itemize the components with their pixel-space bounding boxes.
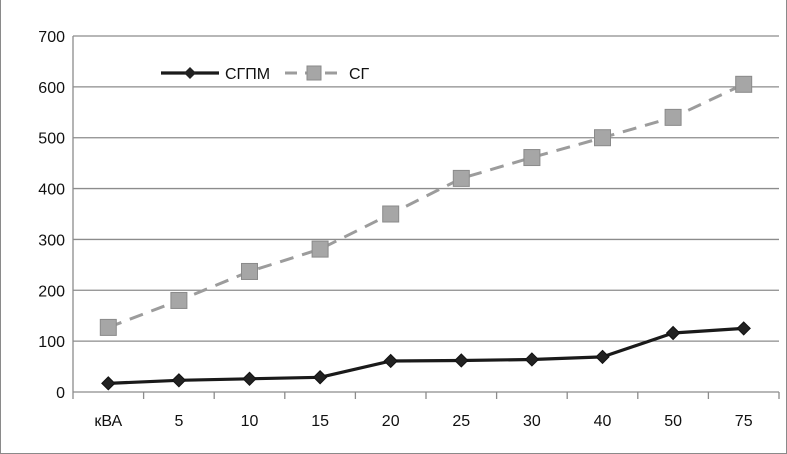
y-tick-label-300: 300: [38, 232, 65, 249]
legend-marker-0: [184, 67, 196, 79]
x-tick-label-5: 25: [452, 413, 470, 430]
x-tick-label-8: 50: [664, 413, 682, 430]
x-tick-label-0: кВА: [94, 413, 122, 430]
series-1-point-3: [311, 240, 329, 258]
legend-marker-1: [306, 65, 322, 81]
x-tick-label-6: 30: [523, 413, 541, 430]
y-tick-label-400: 400: [38, 182, 65, 199]
x-tick-label-7: 40: [594, 413, 612, 430]
y-tick-label-0: 0: [56, 385, 65, 402]
series-0-point-4: [383, 353, 398, 369]
y-tick-label-200: 200: [38, 283, 65, 300]
series-0-point-1: [171, 373, 187, 388]
legend: СГПМ СГ: [161, 65, 370, 83]
series-1-point-6: [523, 149, 541, 167]
y-tick-label-600: 600: [38, 80, 65, 97]
x-tick-label-4: 20: [382, 413, 400, 430]
series-0-point-7: [595, 349, 610, 365]
series-line-0: [108, 326, 744, 385]
legend-label-1: СГ: [349, 66, 370, 83]
series-1-point-2: [241, 262, 258, 280]
series-0-point-6: [524, 352, 540, 367]
legend-label-0: СГПМ: [225, 66, 270, 83]
series-0-point-9: [736, 321, 751, 336]
series-1-point-8: [664, 108, 682, 126]
y-tick-label-100: 100: [38, 334, 65, 351]
axes: 0 100 200 300 400 500 600 700 кВА 5 10 15 20 25 30 40 50…: [38, 29, 780, 430]
series-1-point-0: [99, 318, 117, 336]
series-1-point-9: [735, 75, 753, 93]
series-1-point-7: [594, 129, 611, 147]
y-tick-label-500: 500: [38, 131, 65, 148]
series-0-point-5: [454, 353, 469, 368]
x-tick-label-1: 5: [174, 413, 183, 430]
x-tick-label-2: 10: [241, 413, 259, 430]
series-group: [99, 75, 753, 391]
series-0-point-2: [242, 371, 257, 386]
x-tick-label-9: 75: [735, 413, 753, 430]
y-tick-label-700: 700: [38, 29, 65, 46]
series-0-point-3: [312, 370, 328, 385]
x-tick-label-3: 15: [311, 413, 329, 430]
series-1-point-4: [382, 205, 400, 223]
series-0-point-8: [665, 325, 681, 341]
series-1-point-1: [170, 291, 188, 309]
series-0-point-0: [101, 376, 116, 391]
series-1-point-5: [452, 169, 470, 187]
grid-lines: [73, 35, 779, 342]
